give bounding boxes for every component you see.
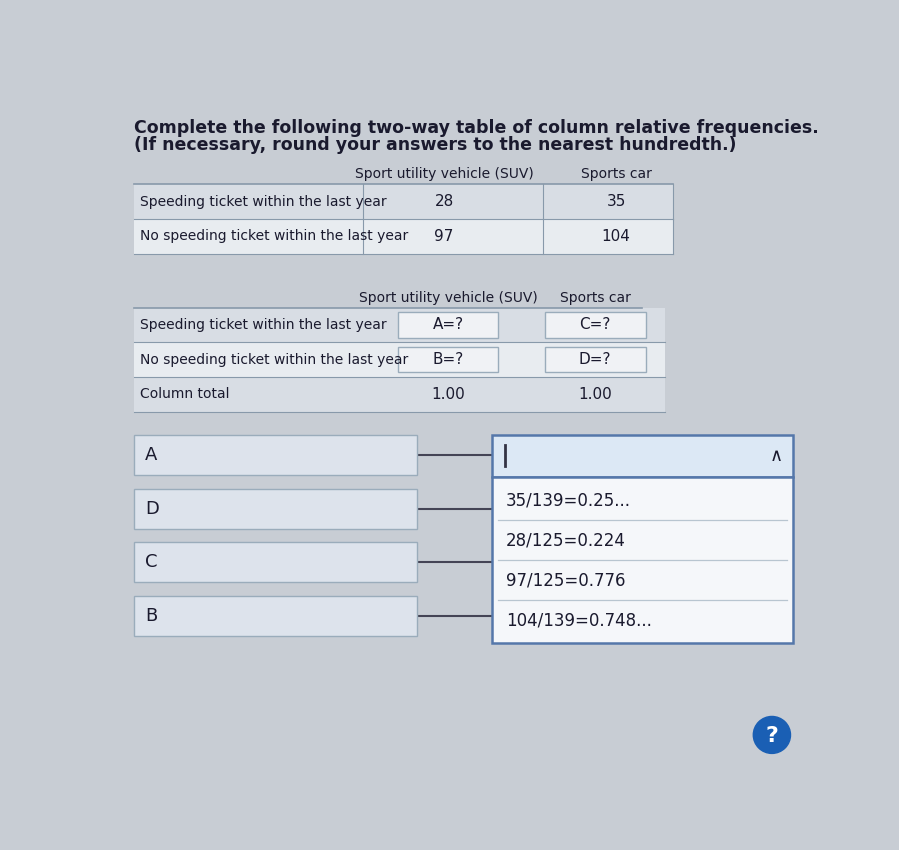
Text: Speeding ticket within the last year: Speeding ticket within the last year: [140, 195, 387, 209]
Bar: [492, 434, 793, 477]
Text: C: C: [145, 553, 157, 571]
Text: 35: 35: [607, 194, 626, 209]
Text: 28/125=0.224: 28/125=0.224: [506, 531, 626, 549]
Text: A=?: A=?: [432, 317, 464, 332]
Text: B: B: [145, 608, 157, 626]
Text: Speeding ticket within the last year: Speeding ticket within the last year: [140, 318, 387, 332]
Bar: [134, 343, 665, 377]
Text: Sport utility vehicle (SUV): Sport utility vehicle (SUV): [359, 291, 538, 304]
Bar: [397, 312, 498, 337]
Text: 35/139=0.25...: 35/139=0.25...: [506, 491, 631, 509]
Bar: [545, 347, 645, 372]
Bar: [134, 489, 417, 529]
Bar: [492, 477, 793, 643]
Text: 97/125=0.776: 97/125=0.776: [506, 571, 626, 589]
Text: ?: ?: [765, 726, 779, 745]
Bar: [134, 542, 417, 582]
Text: ∧: ∧: [770, 447, 782, 465]
Text: Sport utility vehicle (SUV): Sport utility vehicle (SUV): [355, 167, 533, 181]
Text: 1.00: 1.00: [432, 387, 465, 402]
Text: (If necessary, round your answers to the nearest hundredth.): (If necessary, round your answers to the…: [134, 136, 736, 154]
Text: 104/139=0.748...: 104/139=0.748...: [506, 611, 652, 629]
Text: B=?: B=?: [432, 352, 464, 367]
Text: Complete the following two-way table of column relative frequencies.: Complete the following two-way table of …: [134, 119, 819, 137]
Bar: [134, 377, 665, 411]
Bar: [545, 312, 645, 337]
Text: Sports car: Sports car: [581, 167, 652, 181]
Text: 104: 104: [601, 229, 630, 244]
Text: 97: 97: [434, 229, 454, 244]
Bar: [134, 184, 672, 219]
Bar: [134, 308, 665, 343]
Text: Column total: Column total: [140, 388, 230, 401]
Text: 1.00: 1.00: [578, 387, 612, 402]
Text: No speeding ticket within the last year: No speeding ticket within the last year: [140, 353, 408, 366]
Text: 28: 28: [434, 194, 454, 209]
Text: A: A: [145, 445, 157, 463]
Bar: [134, 434, 417, 474]
Text: Sports car: Sports car: [560, 291, 630, 304]
Circle shape: [753, 717, 790, 753]
Bar: [397, 347, 498, 372]
Text: D=?: D=?: [579, 352, 611, 367]
Text: D: D: [145, 500, 159, 518]
Bar: [134, 597, 417, 637]
Text: C=?: C=?: [580, 317, 611, 332]
Text: No speeding ticket within the last year: No speeding ticket within the last year: [140, 230, 408, 243]
Bar: [134, 219, 672, 253]
